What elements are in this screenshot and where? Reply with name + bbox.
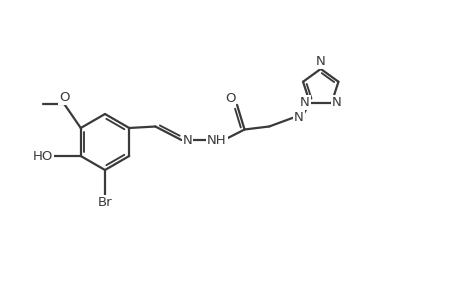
Text: O: O xyxy=(224,92,235,105)
Text: N: N xyxy=(182,134,192,146)
Text: N: N xyxy=(299,96,309,109)
Text: HO: HO xyxy=(33,149,53,163)
Text: NH: NH xyxy=(207,134,226,146)
Text: Br: Br xyxy=(97,196,112,209)
Text: N: N xyxy=(315,56,325,68)
Text: N: N xyxy=(293,111,303,124)
Text: N: N xyxy=(331,96,341,109)
Text: O: O xyxy=(59,91,69,103)
